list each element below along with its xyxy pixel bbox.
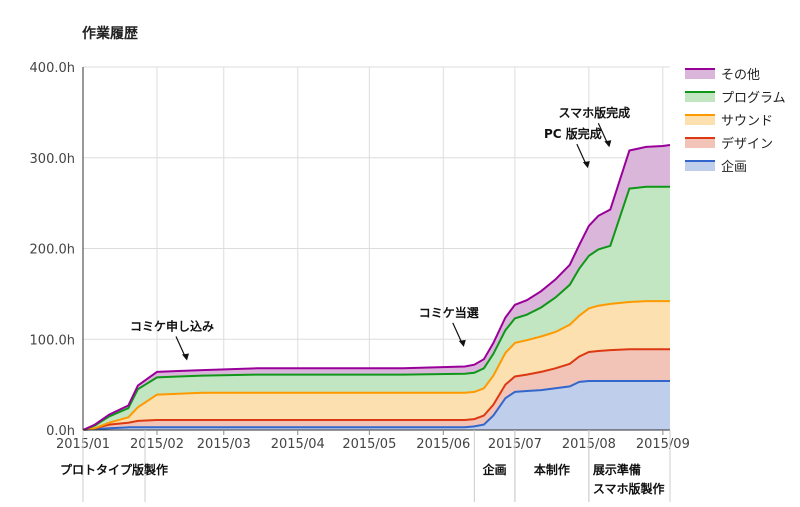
y-tick-label: 400.0h bbox=[30, 61, 75, 76]
annotation-label: PC 版完成 bbox=[544, 126, 602, 141]
y-tick-label: 200.0h bbox=[30, 243, 75, 258]
x-tick-label: 2015/04 bbox=[271, 437, 325, 452]
legend-label: 企画 bbox=[721, 159, 747, 175]
area-プログラム bbox=[83, 186, 670, 430]
line-デザイン bbox=[82, 348, 670, 431]
phase-label: 展示準備 bbox=[593, 462, 641, 477]
line-その他 bbox=[82, 144, 671, 431]
legend-label: サウンド bbox=[721, 114, 773, 129]
phase-label: プロトタイプ版製作 bbox=[60, 462, 168, 477]
area-その他 bbox=[83, 145, 670, 430]
annotations: コミケ申し込み コミケ当選 PC 版完成 スマホ版完成 bbox=[130, 105, 631, 361]
y-tick-label: 100.0h bbox=[30, 333, 75, 348]
phase-label: 本制作 bbox=[534, 462, 570, 477]
annotation-arrowhead bbox=[582, 161, 590, 169]
x-tick-label: 2015/02 bbox=[130, 437, 184, 452]
legend-label: その他 bbox=[721, 68, 760, 83]
area-企画 bbox=[83, 381, 670, 430]
legend-swatch bbox=[685, 68, 715, 79]
legend-label: プログラム bbox=[721, 91, 786, 106]
annotation-arrowhead bbox=[181, 353, 189, 361]
line-企画 bbox=[82, 380, 670, 431]
x-axis-ticks: 2015/01 2015/02 2015/03 2015/04 2015/05 2015/… bbox=[56, 430, 690, 452]
y-tick-label: 0.0h bbox=[46, 424, 75, 439]
legend-swatch bbox=[685, 137, 715, 148]
phase-label: 企画 bbox=[482, 462, 507, 477]
series-lines bbox=[82, 144, 671, 431]
x-tick-label: 2015/09 bbox=[636, 437, 690, 452]
legend-swatch bbox=[685, 160, 715, 171]
phase-label: スマホ版製作 bbox=[593, 481, 665, 496]
line-プログラム bbox=[82, 185, 670, 431]
annotation-arrowhead bbox=[458, 339, 466, 347]
line-サウンド bbox=[82, 300, 670, 431]
annotation-label: コミケ当選 bbox=[419, 305, 479, 320]
area-layers bbox=[83, 145, 670, 430]
annotation-label: スマホ版完成 bbox=[559, 105, 631, 120]
area-サウンド bbox=[83, 301, 670, 430]
axes bbox=[82, 67, 670, 431]
annotation-arrowhead bbox=[604, 140, 612, 148]
area-デザイン bbox=[83, 349, 670, 430]
x-tick-label: 2015/06 bbox=[416, 437, 470, 452]
legend-swatch bbox=[685, 91, 715, 102]
x-tick-label: 2015/05 bbox=[342, 437, 396, 452]
y-tick-label: 300.0h bbox=[30, 152, 75, 167]
y-axis-ticks: 0.0h 100.0h 200.0h 300.0h 400.0h bbox=[30, 61, 75, 439]
legend-swatch bbox=[685, 114, 715, 125]
x-tick-label: 2015/03 bbox=[197, 437, 251, 452]
legend-label: デザイン bbox=[721, 136, 773, 152]
chart-title: 作業履歴 bbox=[82, 25, 138, 42]
annotation-label: コミケ申し込み bbox=[130, 318, 214, 333]
